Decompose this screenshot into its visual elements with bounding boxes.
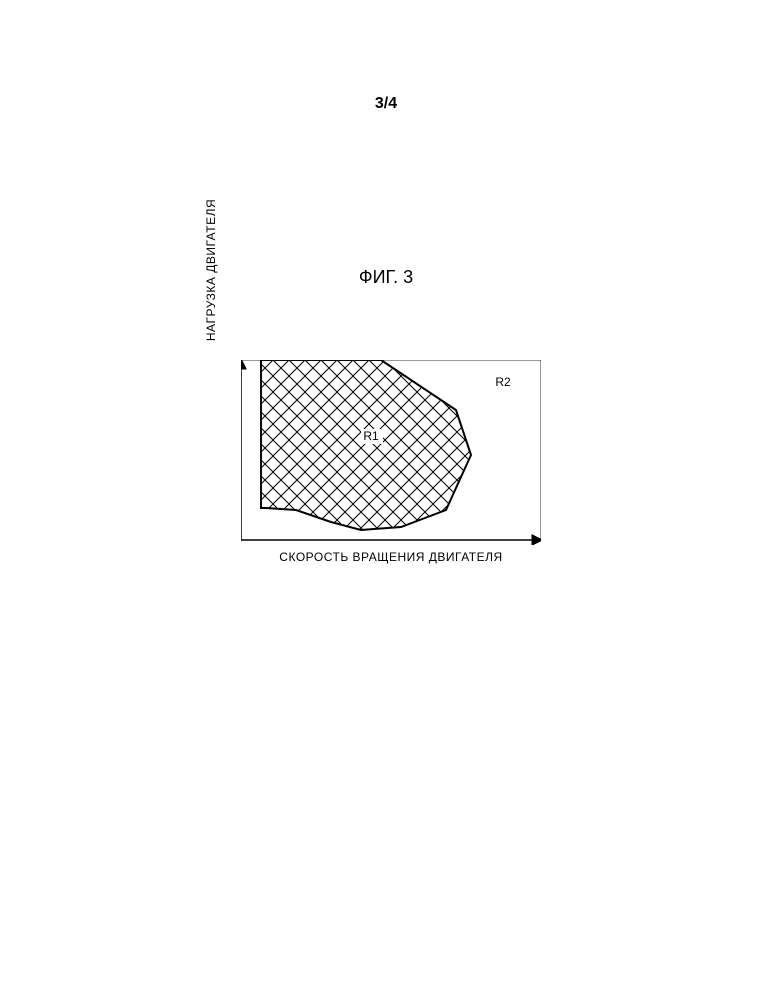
chart-svg: R1 R2 xyxy=(241,360,541,545)
figure-title: ФИГ. 3 xyxy=(0,267,772,288)
y-axis-label: НАГРУЗКА ДВИГАТЕЛЯ xyxy=(204,180,224,360)
page-number: 3/4 xyxy=(0,95,772,113)
region-label-r2: R2 xyxy=(495,375,511,389)
x-axis-label: СКОРОСТЬ ВРАЩЕНИЯ ДВИГАТЕЛЯ xyxy=(241,550,541,564)
chart: R1 R2 xyxy=(241,360,541,570)
region-label-r1: R1 xyxy=(363,429,379,443)
